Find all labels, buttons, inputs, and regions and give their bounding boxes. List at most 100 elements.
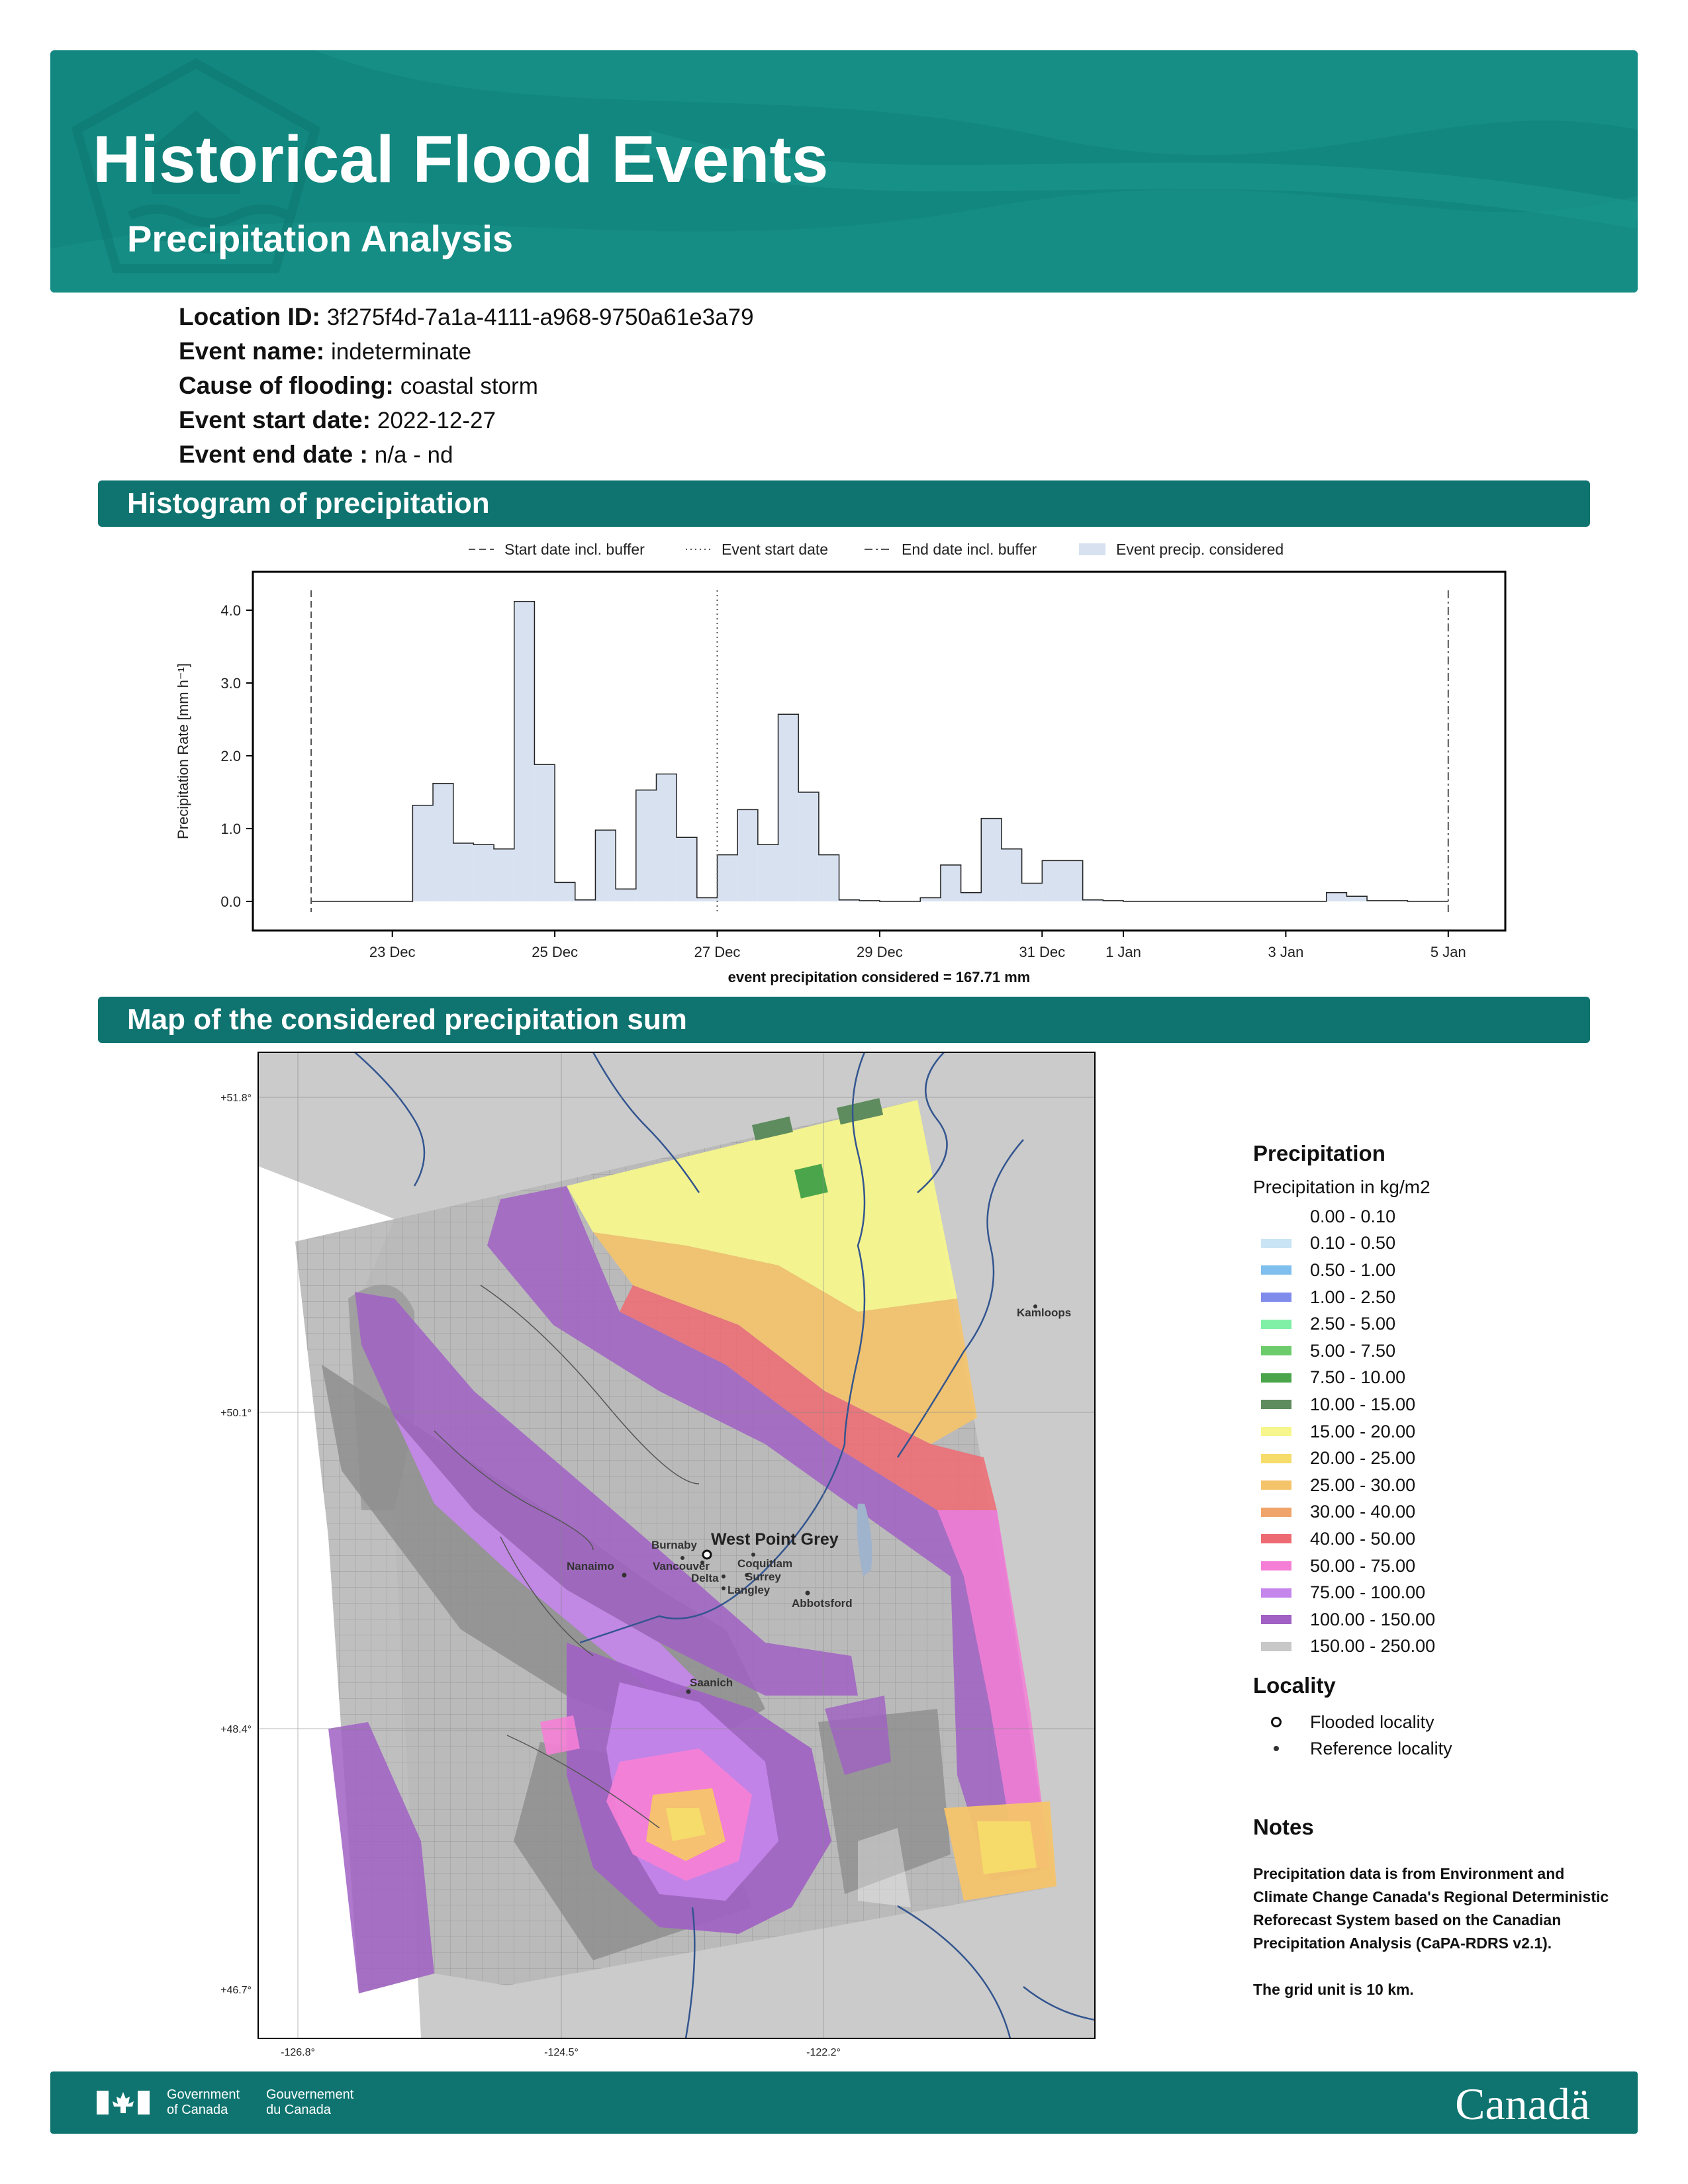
place-abbotsford: Abbotsford	[792, 1597, 853, 1610]
legend-flooded-locality: Flooded locality	[1253, 1709, 1597, 1735]
location-id-row: Location ID: 3f275f4d-7a1a-4111-a968-9750…	[179, 303, 754, 338]
legend-swatch	[1261, 1615, 1291, 1625]
legend-item-label: 0.10 - 0.50	[1310, 1233, 1396, 1253]
map-lake	[857, 1504, 872, 1576]
event-name-value: indeterminate	[331, 339, 472, 365]
cause-row: Cause of flooding: coastal storm	[179, 372, 754, 406]
histogram-bar	[575, 899, 596, 901]
event-metadata: Location ID: 3f275f4d-7a1a-4111-a968-9750…	[179, 303, 754, 475]
y-tick-label: 0.0	[220, 893, 241, 910]
histogram-bar	[798, 792, 819, 901]
legend-item-label: 2.50 - 5.00	[1310, 1314, 1396, 1334]
legend-item-label: 20.00 - 25.00	[1310, 1448, 1416, 1469]
histogram-outline	[311, 601, 1448, 902]
end-date-row: Event end date : n/a - nd	[179, 441, 754, 475]
page-subtitle: Precipitation Analysis	[127, 218, 513, 259]
histogram-section-header: Histogram of precipitation	[98, 480, 1590, 527]
event-name-label: Event name:	[179, 338, 325, 365]
histogram-bar	[534, 764, 555, 901]
histogram-bar	[839, 899, 860, 901]
place-kamloops: Kamloops	[1017, 1306, 1071, 1319]
legend-item: 150.00 - 250.00	[1253, 1633, 1597, 1661]
canada-flag-icon	[97, 2091, 150, 2115]
histogram-bar	[940, 865, 961, 901]
legend-swatch	[1261, 1641, 1291, 1651]
lat-label: +46.7°	[220, 1985, 252, 1996]
legend-item: 50.00 - 75.00	[1253, 1553, 1597, 1580]
map-rivers	[354, 1052, 1095, 2038]
goc-signature: Government of Canada Gouvernement du Can…	[97, 2087, 365, 2118]
place-vancouver: Vancouver	[653, 1560, 710, 1572]
histogram-bar	[453, 843, 474, 901]
histogram-section-title: Histogram of precipitation	[127, 487, 490, 520]
legend-swatch	[1261, 1400, 1291, 1410]
map-coastlines	[434, 1285, 700, 1829]
lon-label: -122.2°	[806, 2047, 841, 2058]
histogram-bar	[1042, 860, 1062, 901]
legend-item-label: 75.00 - 100.00	[1310, 1582, 1426, 1603]
legend-item-label: 15.00 - 20.00	[1310, 1421, 1416, 1441]
histogram-bar	[696, 897, 718, 901]
canada-wordmark: Canadä	[1455, 2079, 1590, 2129]
legend-start-buffer: Start date incl. buffer	[504, 541, 645, 558]
legend-item: 20.00 - 25.00	[1253, 1445, 1597, 1472]
map-section-title: Map of the considered precipitation sum	[127, 1003, 687, 1036]
map-lon-labels: -126.8° -124.5° -122.2°	[281, 2047, 841, 2058]
histogram-x-axis: 23 Dec 25 Dec 27 Dec 29 Dec 31 Dec 1 Jan 3 Jan…	[369, 931, 1466, 960]
legend-swatch	[1261, 1346, 1291, 1356]
flooded-locality-label: Flooded locality	[1310, 1711, 1434, 1732]
legend-swatch	[1261, 1238, 1291, 1248]
legend-item: 5.00 - 7.50	[1253, 1338, 1597, 1365]
legend-item-label: 40.00 - 50.00	[1310, 1528, 1416, 1549]
histogram-bar	[635, 790, 657, 901]
flooded-locality-marker	[702, 1549, 712, 1560]
location-id-label: Location ID:	[179, 303, 320, 330]
histogram-bar	[555, 882, 575, 901]
start-date-label: Event start date:	[179, 406, 371, 433]
legend-item: 1.00 - 2.50	[1253, 1284, 1597, 1311]
legend-swatch	[1261, 1588, 1291, 1598]
location-id-value: 3f275f4d-7a1a-4111-a968-9750a61e3a79	[326, 304, 754, 330]
x-tick-label: 23 Dec	[369, 944, 416, 960]
flood-house-icon	[71, 58, 321, 273]
start-date-value: 2022-12-27	[377, 408, 496, 433]
legend-event-precip-swatch	[1079, 543, 1105, 555]
end-date-value: n/a - nd	[374, 442, 453, 468]
reference-locality-icon	[1274, 1746, 1279, 1752]
x-tick-label: 27 Dec	[694, 944, 741, 960]
legend-item-label: 10.00 - 15.00	[1310, 1394, 1416, 1414]
histogram-bar	[1082, 899, 1103, 901]
legend-item: 0.50 - 1.00	[1253, 1257, 1597, 1284]
reference-locality-label: Reference locality	[1310, 1738, 1452, 1758]
legend-swatch	[1261, 1534, 1291, 1544]
legend-item-label: 0.50 - 1.00	[1310, 1259, 1396, 1280]
legend-item-label: 150.00 - 250.00	[1310, 1636, 1436, 1657]
legend-swatch	[1261, 1212, 1291, 1222]
place-surrey: Surrey	[745, 1570, 781, 1583]
histogram-bar	[412, 805, 434, 901]
histogram-y-label: Precipitation Rate [mm h⁻¹]	[175, 663, 191, 839]
histogram-frame	[252, 570, 1507, 932]
map-lat-labels: +51.8° +50.1° +48.4° +46.7°	[220, 1093, 252, 1996]
place-langley: Langley	[727, 1584, 771, 1596]
y-tick-label: 1.0	[220, 821, 241, 837]
header-banner: Historical Flood Events Precipitation An…	[50, 50, 1638, 293]
precipitation-histogram: Start date incl. buffer Event start date…	[175, 541, 1507, 985]
notes-panel: Notes Precipitation data is from Environ…	[1253, 1815, 1611, 2001]
legend-item: 30.00 - 40.00	[1253, 1499, 1597, 1526]
legend-item-label: 5.00 - 7.50	[1310, 1340, 1396, 1361]
legend-item: 75.00 - 100.00	[1253, 1579, 1597, 1606]
legend-items: 0.00 - 0.10 0.10 - 0.50 0.50 - 1.00 1.00 - …	[1253, 1203, 1597, 1660]
histogram-bar	[778, 714, 799, 901]
legend-reference-locality: Reference locality	[1253, 1735, 1597, 1762]
histogram-bar	[514, 601, 535, 901]
flooded-locality-icon	[1271, 1717, 1282, 1728]
legend-item-label: 30.00 - 40.00	[1310, 1502, 1416, 1522]
legend-item-label: 100.00 - 150.00	[1310, 1609, 1436, 1629]
locality-title: Locality	[1253, 1673, 1336, 1698]
legend-item: 15.00 - 20.00	[1253, 1418, 1597, 1445]
legend-title: Precipitation	[1253, 1141, 1385, 1165]
x-tick-label: 3 Jan	[1268, 944, 1303, 960]
legend-swatch	[1261, 1480, 1291, 1490]
histogram-bar	[616, 889, 636, 901]
